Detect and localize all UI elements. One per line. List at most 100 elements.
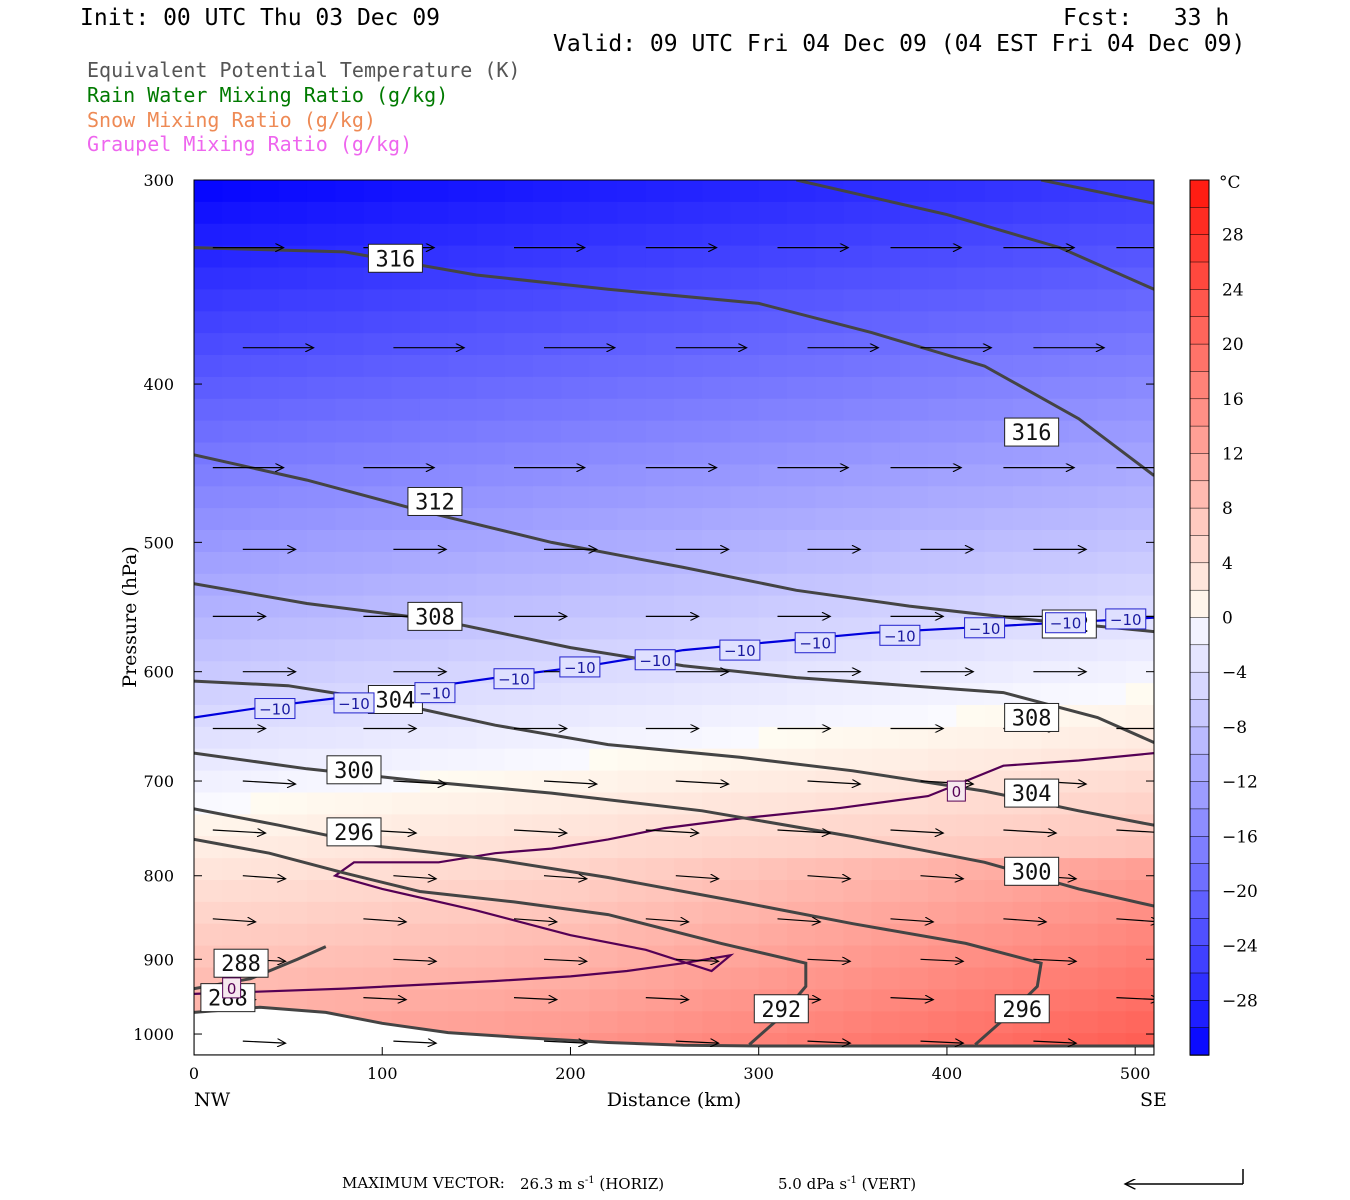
colorbar-tick-label: 0 — [1222, 609, 1233, 629]
temperature-cell — [617, 508, 647, 531]
temperature-cell — [674, 595, 703, 619]
temperature-cell — [899, 748, 929, 772]
temperature-cell — [702, 398, 731, 422]
wind-vector — [807, 876, 850, 879]
axes: 0 100 200 300 400 500 300 400 500 600 700 800 900 100… — [133, 171, 1154, 1083]
temperature-cell — [589, 442, 619, 465]
temperature-cell — [1097, 748, 1127, 772]
colorbar-segment — [1189, 535, 1210, 564]
temperature-cell — [391, 551, 421, 575]
temperature-cell — [504, 376, 534, 400]
temperature-cell — [928, 705, 957, 728]
temperature-cell — [871, 989, 901, 1012]
temperature-cell — [674, 420, 703, 444]
temperature-cell — [448, 1011, 477, 1034]
temperature-cell — [758, 267, 788, 290]
temperature-cell — [476, 486, 506, 509]
temperature-cell — [561, 901, 590, 925]
temperature-cell — [984, 814, 1014, 837]
temperature-cell — [956, 967, 986, 990]
wind-vector — [513, 919, 556, 922]
temperature-cell — [928, 551, 957, 575]
isotherm-label: −10 — [884, 627, 916, 645]
temperature-cell — [645, 398, 675, 422]
isotherm-label: −10 — [1110, 611, 1142, 629]
theta-e-label: 288 — [221, 952, 261, 977]
colorbar: 28 24 20 16 12 8 4 0 −4 −8 −12 −16 −20 −24 −28 — [1189, 179, 1258, 1056]
temperature-cell — [617, 355, 647, 378]
temperature-cell — [702, 267, 731, 290]
isotherm-label-box — [222, 977, 242, 999]
temperature-cell — [786, 180, 816, 203]
temperature-cell — [645, 180, 675, 203]
temperature-cell — [419, 551, 449, 575]
temperature-cell — [194, 311, 223, 334]
temperature-cell — [702, 617, 731, 640]
temperature-cell — [222, 792, 251, 815]
wind-vector — [393, 959, 435, 961]
temperature-cell — [1041, 223, 1070, 247]
isotherm-label: −10 — [338, 695, 370, 713]
temperature-cell — [306, 880, 336, 903]
temperature-cell — [815, 530, 844, 553]
temperature-cell — [1069, 442, 1099, 465]
reference-vector — [1126, 1169, 1244, 1184]
temperature-cell — [363, 792, 393, 815]
temperature-cell — [1125, 223, 1154, 247]
temperature-cell — [504, 705, 534, 728]
temperature-cell — [532, 726, 562, 750]
temperature-cell — [786, 355, 816, 378]
colorbar-segment — [1189, 644, 1210, 673]
temperature-cell — [589, 967, 619, 990]
temperature-cell — [419, 726, 449, 750]
temperature-cell — [194, 726, 223, 750]
temperature-cell — [448, 726, 477, 750]
temperature-cell — [815, 945, 844, 969]
theta-e-contour-288 — [194, 1005, 1154, 1048]
wind-vectors — [212, 248, 1154, 1044]
colorbar-segment — [1189, 398, 1210, 427]
temperature-cell — [363, 661, 393, 684]
temperature-cell — [1097, 398, 1127, 422]
temperature-cell — [956, 573, 986, 597]
temperature-cell — [335, 923, 364, 947]
isotherm-label: −10 — [639, 652, 671, 670]
theta-e-label: 300 — [1012, 860, 1052, 885]
temperature-cell — [1041, 661, 1070, 684]
temperature-cell — [843, 880, 873, 903]
temperature-cell — [1041, 530, 1070, 553]
temperature-cell — [786, 836, 816, 859]
temperature-cell — [391, 376, 421, 400]
temperature-cell — [730, 683, 760, 706]
temperature-cell — [786, 376, 816, 400]
x-tick-label: 400 — [932, 1064, 963, 1083]
temperature-cell — [758, 245, 788, 269]
temperature-cell — [194, 770, 223, 794]
temperature-cell — [391, 355, 421, 378]
temperature-cell — [843, 464, 873, 487]
temperature-cell — [928, 1011, 957, 1034]
temperature-cell — [730, 201, 760, 225]
temperature-cell — [843, 923, 873, 947]
temperature-cell — [363, 508, 393, 531]
temperature-cell — [306, 901, 336, 925]
temperature-cell — [448, 398, 477, 422]
temperature-cell — [250, 180, 280, 203]
temperature-cell — [843, 420, 873, 444]
temperature-cell — [448, 814, 477, 837]
temperature-cell — [1041, 836, 1070, 859]
temperature-cell — [843, 792, 873, 815]
colorbar-segment — [1189, 207, 1210, 236]
temperature-cell — [786, 289, 816, 312]
temperature-cell — [928, 180, 957, 203]
temperature-cell — [306, 617, 336, 640]
temperature-cell — [871, 508, 901, 531]
temperature-cell — [476, 180, 506, 203]
wind-vector — [393, 876, 435, 879]
temperature-cell — [532, 573, 562, 597]
temperature-cell — [363, 923, 393, 947]
temperature-cell — [306, 420, 336, 444]
temperature-cell — [222, 201, 251, 225]
temperature-cell — [1069, 223, 1099, 247]
temperature-cell — [476, 573, 506, 597]
